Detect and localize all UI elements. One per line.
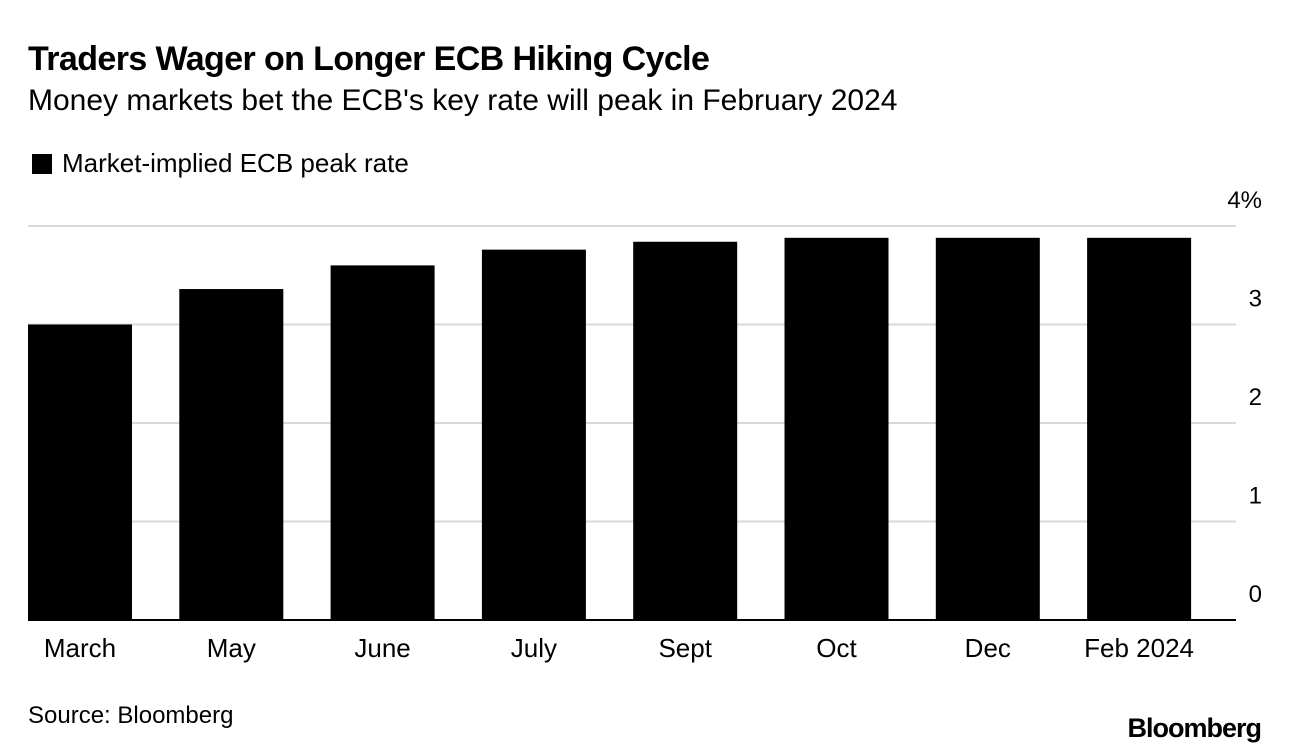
bar [633,241,738,620]
legend-swatch [32,153,52,174]
bar [481,249,586,620]
bloomberg-logo: Bloomberg [1127,713,1262,743]
x-tick-label: Dec [965,633,1011,663]
bar [28,324,132,620]
bar [935,237,1040,620]
x-tick-label: Oct [816,633,857,663]
x-tick-label: June [354,633,410,663]
y-tick-label: 4% [1227,187,1262,214]
bar [1087,237,1192,620]
chart-subtitle: Money markets bet the ECB's key rate wil… [28,84,898,117]
legend: Market-implied ECB peak rate [32,148,409,179]
x-tick-label: May [207,633,256,663]
y-tick-label: 2 [1249,384,1262,411]
bar [179,289,284,620]
y-tick-label: 1 [1249,483,1262,510]
bar [784,237,889,620]
chart-title: Traders Wager on Longer ECB Hiking Cycle [28,40,710,78]
y-tick-label: 3 [1249,286,1262,313]
x-tick-label: Feb 2024 [1084,633,1194,663]
legend-label: Market-implied ECB peak rate [62,148,409,178]
source-note: Source: Bloomberg [28,702,234,729]
y-tick-label: 0 [1249,581,1262,608]
x-tick-label: Sept [658,633,712,663]
x-tick-label: March [44,633,116,663]
bar [330,265,435,620]
x-tick-label: July [511,633,557,663]
